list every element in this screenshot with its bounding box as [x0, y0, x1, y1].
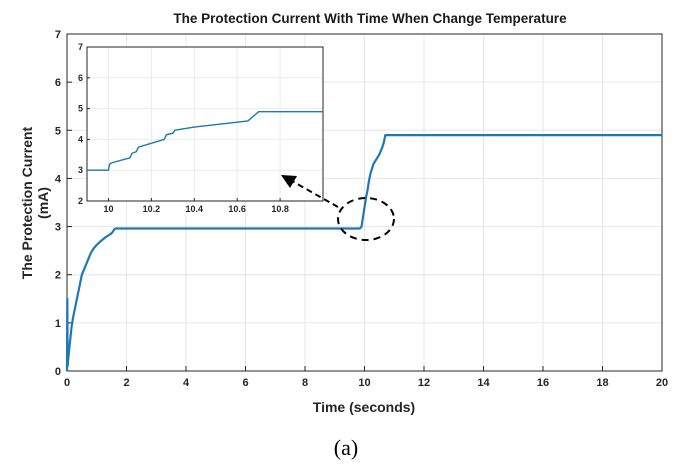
y-tick-label: 5 — [55, 125, 61, 137]
x-tick-label: 18 — [596, 377, 608, 389]
inset-x-tick-label: 10 — [103, 204, 113, 214]
inset-frame — [86, 46, 324, 202]
inset-x-tick-label: 10.2 — [143, 204, 161, 214]
x-tick-label: 16 — [537, 377, 549, 389]
inset-x-tick-label: 10.6 — [228, 204, 246, 214]
x-tick-label: 10 — [358, 377, 370, 389]
inset-y-tick-label: 3 — [78, 165, 83, 175]
chart-title: The Protection Current With Time When Ch… — [173, 11, 567, 26]
y-axis-label-line2: (mA) — [35, 187, 51, 219]
inset-y-tick-label: 7 — [78, 42, 83, 52]
inset-series-line — [87, 110, 323, 171]
x-tick-label: 0 — [64, 377, 70, 389]
x-axis-ticks: 0 2 4 6 8 10 12 14 16 18 20 — [64, 366, 668, 389]
figure-caption: (a) — [334, 435, 358, 460]
inset-x-ticks: 10 10.2 10.4 10.6 10.8 — [103, 198, 289, 214]
inset-plot: 10 10.2 10.4 10.6 10.8 2 3 4 5 6 7 — [78, 42, 324, 214]
y-tick-label: 2 — [55, 270, 61, 282]
x-tick-label: 14 — [477, 377, 490, 389]
inset-y-tick-label: 6 — [78, 73, 83, 83]
y-tick-label: 7 — [55, 29, 61, 41]
inset-x-tick-label: 10.4 — [186, 204, 204, 214]
zoom-region-ellipse — [337, 197, 395, 241]
zoom-arrow — [291, 180, 339, 208]
inset-x-tick-label: 10.8 — [271, 204, 289, 214]
x-tick-label: 6 — [242, 377, 248, 389]
y-axis-label-line1: The Protection Current — [19, 126, 35, 279]
y-axis-ticks: 0 1 2 3 4 5 6 7 — [55, 29, 72, 378]
inset-y-ticks: 2 3 4 5 6 7 — [78, 42, 90, 206]
zoom-arrowhead — [281, 175, 297, 188]
x-tick-label: 4 — [183, 377, 190, 389]
y-tick-label: 0 — [55, 366, 61, 378]
x-tick-label: 12 — [418, 377, 430, 389]
inset-y-tick-label: 5 — [78, 104, 83, 114]
x-tick-label: 2 — [123, 377, 129, 389]
inset-y-tick-label: 4 — [78, 134, 83, 144]
x-tick-label: 8 — [302, 377, 308, 389]
inset-y-tick-label: 2 — [78, 196, 83, 206]
y-tick-label: 4 — [55, 173, 62, 185]
series-line — [65, 134, 662, 372]
y-tick-label: 3 — [55, 222, 61, 234]
x-tick-label: 20 — [656, 377, 668, 389]
y-tick-label: 6 — [55, 77, 61, 89]
y-tick-label: 1 — [55, 318, 61, 330]
x-axis-label: Time (seconds) — [313, 399, 415, 415]
